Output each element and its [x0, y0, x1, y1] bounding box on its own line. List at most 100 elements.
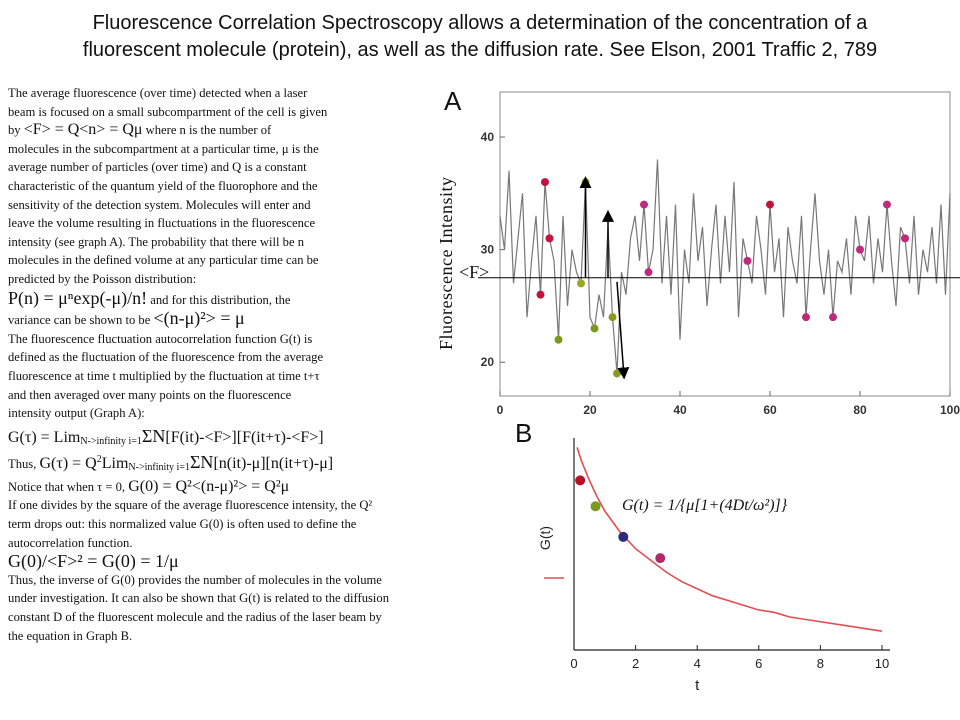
fluctuation-marker	[613, 369, 621, 378]
sigma-symbol: ΣN	[141, 425, 166, 446]
variance-equation: <(n-μ)²> = μ	[153, 308, 245, 329]
panel-label-b: B	[515, 418, 533, 448]
x-axis-label: t	[695, 677, 700, 694]
fluorescence-intensity-chart: 0 20 40 60 80 100 20 30 40	[478, 91, 960, 417]
fluctuation-marker	[608, 313, 617, 322]
text-line: leave the volume resulting in fluctuatio…	[8, 216, 316, 231]
normalized-equation: Thus, G(τ) = Q2LimN->infinity i=1ΣN[n(it…	[8, 451, 500, 478]
fluctuation-marker	[554, 335, 563, 344]
text-line: under investigation. It can also be show…	[8, 591, 389, 606]
highlighted-point	[618, 531, 629, 542]
y-tick-label: 30	[481, 243, 495, 257]
fluctuation-marker	[640, 200, 648, 209]
autocorrelation-chart: 0 2 4 6 8 10 t G(t)	[537, 438, 890, 694]
text-line: predicted by the Poisson distribution:	[8, 271, 197, 286]
text-fragment: Lim	[101, 455, 129, 473]
text-line: sensitivity of the detection system. Mol…	[8, 197, 311, 212]
x-tick-label: 100	[940, 403, 960, 417]
text-line: defined as the fluctuation of the fluore…	[8, 350, 324, 365]
fluctuation-marker	[766, 200, 774, 209]
panel-label-a: A	[444, 86, 462, 116]
fluctuation-marker	[856, 245, 864, 254]
text-line: The fluorescence fluctuation autocorrela…	[8, 331, 313, 346]
g-of-t-formula: G(t) = 1/{μ[1+(4Dt/ω²)]}	[622, 497, 787, 515]
x-tick-label: 20	[583, 403, 597, 417]
fluctuation-marker	[536, 290, 545, 299]
y-axis-label: Fluorescence Intensity	[436, 176, 456, 350]
text-line: The average fluorescence (over time) det…	[8, 86, 308, 100]
x-tick-label: 40	[673, 403, 687, 417]
fluctuation-arrow	[616, 281, 630, 380]
text-line: molecules in the subcompartment at a par…	[8, 141, 319, 156]
text-fragment: N->infinity i=1	[128, 462, 190, 474]
text-line: and then averaged over many points on th…	[8, 387, 292, 402]
page-title: Fluorescence Correlation Spectroscopy al…	[0, 10, 960, 64]
fluctuation-marker	[545, 234, 554, 243]
title-line-2: fluorescent molecule (protein), as well …	[82, 39, 878, 61]
g-zero-equation: G(0) = Q²<(n-μ)²> = Q²μ	[128, 477, 290, 495]
x-tick-label: 60	[763, 403, 777, 417]
mean-line-label: <F>	[459, 262, 490, 282]
x-tick-label: 0	[570, 656, 577, 671]
text-line: intensity output (Graph A):	[8, 406, 145, 421]
text-fragment: G(τ) = Q	[39, 455, 97, 473]
x-tick-label: 8	[817, 656, 824, 671]
sigma-symbol: ΣN	[189, 452, 214, 473]
text-fragment: 2	[96, 454, 102, 466]
explanation-text: The average fluorescence (over time) det…	[8, 84, 500, 645]
text-line: the equation in Graph B.	[8, 628, 133, 643]
formula-text: G(t) = 1/{μ[1+(4Dt/ω²)]}	[622, 497, 788, 514]
text-line: term drops out: this normalized value G(…	[8, 517, 357, 532]
text-line: average number of particles (over time) …	[8, 160, 307, 175]
text-line: Thus, the inverse of G(0) provides the n…	[8, 572, 382, 587]
text-line: autocorrelation function.	[8, 535, 133, 550]
title-line-1: Fluorescence Correlation Spectroscopy al…	[92, 12, 868, 34]
text-fragment: G(τ) = Lim	[8, 428, 81, 446]
text-line: beam is focused on a small subcompartmen…	[8, 104, 328, 119]
x-tick-label: 80	[853, 403, 867, 417]
x-tick-label: 6	[755, 656, 762, 671]
text-line: If one divides by the square of the aver…	[8, 498, 373, 513]
text-fragment: Notice that when τ = 0,	[8, 479, 126, 494]
text-line: characteristic of the quantum yield of t…	[8, 178, 318, 193]
text-line: constant D of the fluorescent molecule a…	[8, 610, 382, 625]
highlighted-point	[590, 501, 601, 512]
x-tick-label: 10	[875, 656, 889, 671]
mean-fluorescence-equation: <F> = Q<n> = Qμ	[23, 121, 143, 139]
x-tick-label: 4	[694, 656, 701, 671]
text-line: P(n) = μⁿexp(-μ)/n! and for this distrib…	[8, 287, 500, 310]
fluctuation-marker	[802, 313, 810, 322]
text-fragment: Thus,	[8, 457, 37, 472]
y-axis-label: G(t)	[537, 526, 553, 550]
text-line: fluorescence at time t multiplied by the…	[8, 368, 320, 383]
y-tick-label: 20	[481, 355, 495, 369]
fluctuation-marker	[743, 256, 752, 265]
inverse-equation: G(0)/<F>² = G(0) = 1/μ	[8, 551, 179, 572]
text-fragment: [F(it)-<F>][F(it+τ)-<F>]	[165, 428, 324, 446]
poisson-equation: P(n) = μⁿexp(-μ)/n!	[8, 287, 148, 308]
text-line: by <F> = Q<n> = Qμ where n is the number…	[8, 121, 500, 140]
x-tick-label: 0	[497, 403, 504, 417]
fluctuation-marker	[829, 313, 837, 322]
fluctuation-marker	[590, 324, 599, 333]
text-fragment: by	[8, 123, 21, 138]
g-of-t-curve	[576, 447, 883, 632]
fluctuation-marker	[901, 234, 909, 243]
text-fragment: [n(it)-μ][n(it+τ)-μ]	[213, 455, 334, 473]
text-fragment: where n is the number of	[145, 123, 272, 138]
highlighted-point	[575, 475, 586, 486]
text-fragment: and for this distribution, the	[150, 292, 291, 307]
text-line: variance can be shown to be <(n-μ)²> = μ	[8, 309, 500, 330]
fluctuation-marker	[577, 279, 585, 288]
fluctuation-marker	[644, 268, 653, 277]
x-tick-label: 2	[632, 656, 639, 671]
text-line: Notice that when τ = 0, G(0) = Q²<(n-μ)²…	[8, 478, 500, 497]
text-fragment: variance can be shown to be	[8, 313, 151, 328]
text-line: molecules in the defined volume at any p…	[8, 253, 319, 268]
text-line: intensity (see graph A). The probability…	[8, 234, 304, 249]
highlighted-point	[655, 553, 666, 564]
text-fragment: N->infinity i=1	[80, 435, 142, 447]
plot-frame	[499, 91, 951, 397]
intensity-series-line	[499, 159, 951, 374]
y-tick-label: 40	[481, 130, 495, 144]
